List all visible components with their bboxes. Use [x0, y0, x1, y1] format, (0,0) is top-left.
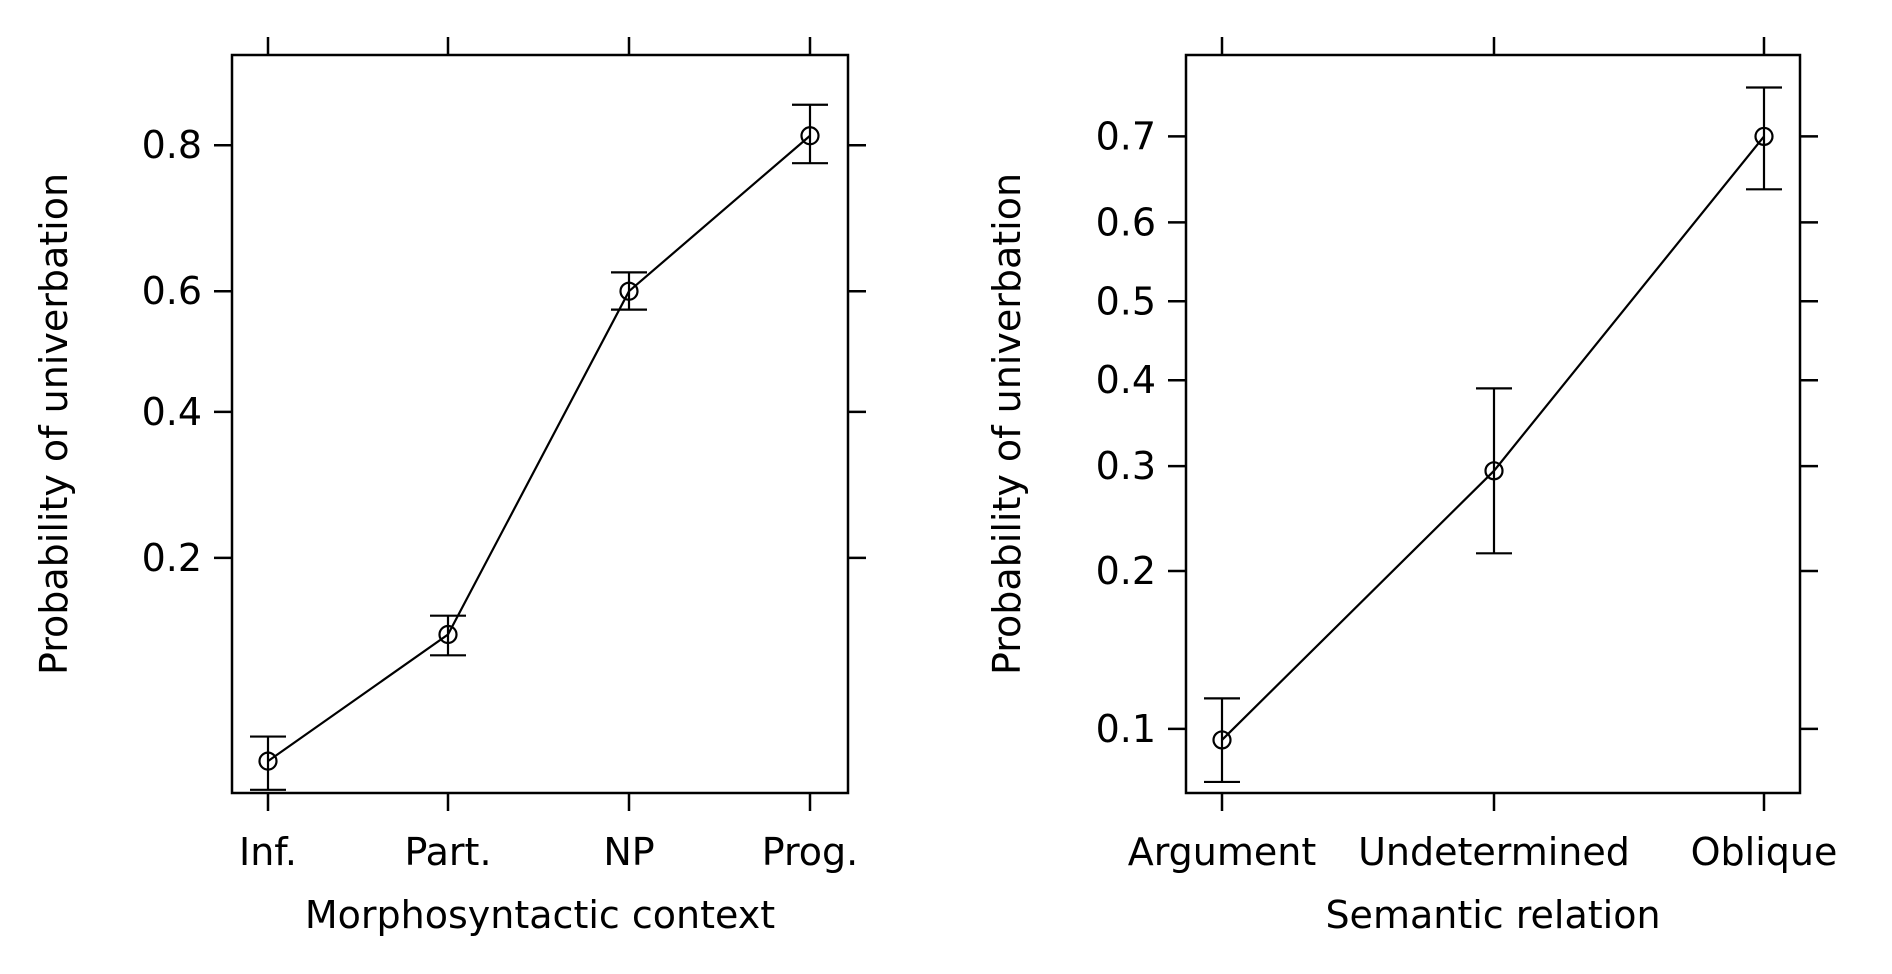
- data-point: [438, 624, 458, 645]
- y-tick-label: 0.1: [1096, 707, 1156, 751]
- data-point: [1212, 730, 1232, 750]
- x-axis-title: Morphosyntactic context: [305, 893, 775, 937]
- chart-panel-right: Argument Undetermined Oblique 0.1 0.2 0.3 0.4 0…: [985, 37, 1837, 937]
- error-bar: [1476, 387, 1512, 555]
- y-tick-label: 0.5: [1096, 279, 1156, 323]
- x-tick-label: NP: [603, 830, 654, 874]
- y-tick-label: 0.4: [142, 390, 202, 434]
- x-tick-label: Inf.: [239, 830, 297, 874]
- x-tick-label: Oblique: [1691, 830, 1838, 874]
- error-bar: [1746, 86, 1782, 191]
- data-point: [1754, 126, 1774, 147]
- x-tick-label: Prog.: [762, 830, 858, 874]
- y-tick-label: 0.6: [1096, 200, 1156, 244]
- chart-panel-left: Inf. Part. NP Prog. 0.2 0.4 0.6 0.8 Morphosyntac…: [32, 37, 866, 937]
- error-bar: [792, 103, 828, 165]
- y-tick-label: 0.4: [1096, 358, 1156, 402]
- y-tick-label: 0.7: [1096, 114, 1156, 158]
- data-point: [258, 751, 278, 771]
- plot-frame: [230, 53, 850, 795]
- y-axis-title: Probability of univerbation: [32, 173, 76, 675]
- y-tick-label: 0.8: [142, 123, 202, 167]
- data-point: [1484, 461, 1504, 481]
- error-bar: [430, 614, 466, 657]
- y-tick-label: 0.3: [1096, 444, 1156, 488]
- y-tick-label: 0.2: [142, 536, 202, 580]
- x-tick-label: Argument: [1128, 830, 1317, 874]
- series-line: [267, 134, 811, 763]
- data-point: [619, 281, 639, 301]
- x-tick-label: Part.: [404, 830, 491, 874]
- x-axis-title: Semantic relation: [1325, 893, 1660, 937]
- error-bar: [250, 735, 286, 791]
- x-tick-label: Undetermined: [1358, 830, 1630, 874]
- error-bar: [1204, 697, 1240, 784]
- y-axis-title: Probability of univerbation: [985, 173, 1029, 675]
- y-tick-label: 0.2: [1096, 549, 1156, 593]
- y-tick-label: 0.6: [142, 269, 202, 313]
- data-point: [800, 126, 820, 146]
- error-bar: [611, 271, 647, 311]
